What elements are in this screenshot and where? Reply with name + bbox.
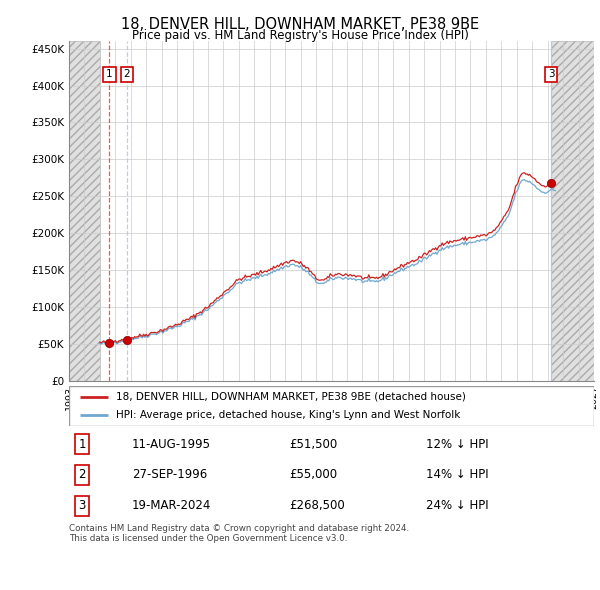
Text: 12% ↓ HPI: 12% ↓ HPI bbox=[426, 438, 488, 451]
Text: 19-MAR-2024: 19-MAR-2024 bbox=[132, 499, 211, 512]
Text: 1: 1 bbox=[106, 70, 113, 80]
Bar bbox=[69, 41, 100, 381]
Text: Price paid vs. HM Land Registry's House Price Index (HPI): Price paid vs. HM Land Registry's House … bbox=[131, 29, 469, 42]
Text: 18, DENVER HILL, DOWNHAM MARKET, PE38 9BE (detached house): 18, DENVER HILL, DOWNHAM MARKET, PE38 9B… bbox=[116, 392, 466, 402]
Text: 11-AUG-1995: 11-AUG-1995 bbox=[132, 438, 211, 451]
Text: 2: 2 bbox=[79, 468, 86, 481]
FancyBboxPatch shape bbox=[69, 386, 594, 426]
Text: 18, DENVER HILL, DOWNHAM MARKET, PE38 9BE: 18, DENVER HILL, DOWNHAM MARKET, PE38 9B… bbox=[121, 17, 479, 32]
Text: HPI: Average price, detached house, King's Lynn and West Norfolk: HPI: Average price, detached house, King… bbox=[116, 410, 461, 420]
Text: 3: 3 bbox=[79, 499, 86, 512]
Text: £55,000: £55,000 bbox=[290, 468, 338, 481]
Text: 2: 2 bbox=[124, 70, 130, 80]
Text: £51,500: £51,500 bbox=[290, 438, 338, 451]
Text: 24% ↓ HPI: 24% ↓ HPI bbox=[426, 499, 488, 512]
Text: £268,500: £268,500 bbox=[290, 499, 345, 512]
Text: 3: 3 bbox=[548, 70, 554, 80]
Bar bbox=[551, 41, 594, 381]
Text: 27-SEP-1996: 27-SEP-1996 bbox=[132, 468, 207, 481]
Text: 14% ↓ HPI: 14% ↓ HPI bbox=[426, 468, 488, 481]
Text: 1: 1 bbox=[79, 438, 86, 451]
Text: Contains HM Land Registry data © Crown copyright and database right 2024.
This d: Contains HM Land Registry data © Crown c… bbox=[69, 524, 409, 543]
